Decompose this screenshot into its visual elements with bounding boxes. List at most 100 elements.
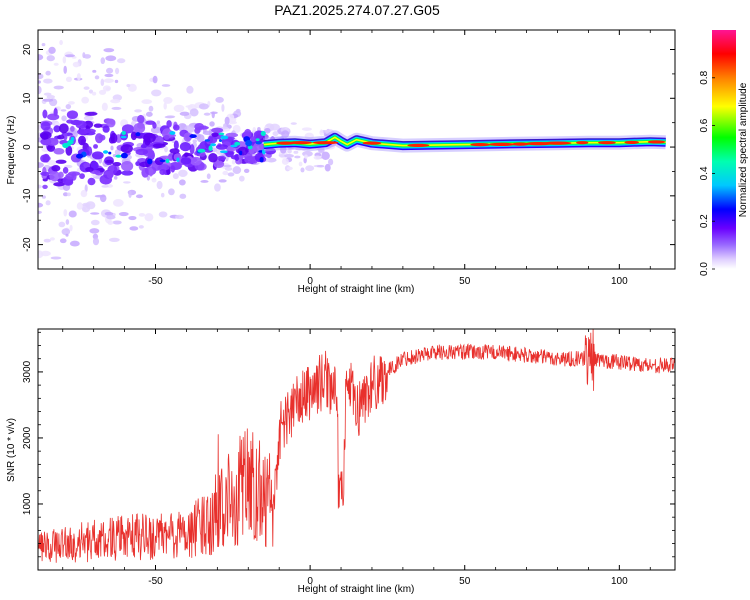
colorbar-tick-label: 0.0 bbox=[699, 262, 710, 276]
spectrogram-panel: -50 0 50 100 -20 -10 0 10 20 Height of straight… bbox=[6, 29, 676, 295]
track-hotspot bbox=[647, 140, 666, 144]
snr-y-label: SNR (10 * v/v) bbox=[6, 418, 17, 482]
noise-blob bbox=[324, 163, 331, 172]
signal-blob bbox=[106, 118, 116, 128]
noise-blob bbox=[222, 170, 229, 176]
noise-blob bbox=[160, 192, 165, 198]
signal-peak bbox=[218, 139, 223, 142]
signal-peak bbox=[255, 141, 262, 145]
signal-blob bbox=[46, 137, 59, 146]
signal-blob bbox=[99, 134, 106, 141]
noise-blob bbox=[163, 97, 173, 104]
noise-blob bbox=[43, 238, 51, 243]
noise-blob bbox=[111, 106, 122, 110]
noise-blob bbox=[303, 157, 307, 164]
noise-blob bbox=[65, 76, 73, 83]
signal-blob bbox=[112, 162, 122, 167]
signal-peak bbox=[255, 138, 260, 142]
signal-peak bbox=[204, 139, 211, 142]
y-tick-label: 3000 bbox=[22, 360, 33, 383]
signal-blob bbox=[66, 110, 79, 120]
signal-peak bbox=[169, 131, 176, 135]
spectrogram-y-label: Frequency (Hz) bbox=[6, 116, 17, 185]
x-tick-label: 100 bbox=[611, 576, 628, 587]
noise-blob bbox=[232, 166, 242, 174]
noise-blob bbox=[38, 210, 42, 214]
signal-blob bbox=[53, 182, 65, 187]
noise-blob bbox=[50, 256, 62, 260]
snr-y-ticks: 1000 2000 3000 bbox=[22, 331, 675, 558]
signal-blob bbox=[84, 111, 98, 116]
signal-blob bbox=[243, 128, 252, 139]
noise-blob bbox=[128, 190, 132, 198]
signal-blob bbox=[42, 109, 48, 119]
colorbar-label: Normalized spectral amplitude bbox=[738, 82, 749, 217]
noise-blob bbox=[45, 70, 51, 76]
noise-blob bbox=[210, 111, 218, 115]
colorbar-ticks: 0.0 0.2 0.4 0.6 0.8 bbox=[699, 70, 715, 276]
noise-blob bbox=[81, 96, 90, 104]
noise-blob bbox=[134, 109, 142, 113]
noise-blob bbox=[228, 120, 238, 125]
noise-blob bbox=[103, 48, 115, 53]
signal-blob bbox=[79, 173, 85, 179]
snr-series-line bbox=[38, 329, 675, 563]
signal-blob bbox=[166, 120, 172, 128]
y-tick-label: 10 bbox=[22, 92, 33, 104]
noise-blob bbox=[38, 85, 42, 95]
signal-blob bbox=[234, 153, 240, 162]
noise-blob bbox=[186, 85, 194, 94]
noise-blob bbox=[65, 103, 72, 110]
noise-blob bbox=[40, 250, 51, 257]
noise-blob bbox=[47, 160, 58, 166]
track-hotspot bbox=[276, 141, 295, 145]
signal-peak bbox=[260, 130, 266, 136]
signal-peak bbox=[121, 130, 126, 135]
noise-blob bbox=[146, 175, 150, 181]
noise-blob bbox=[90, 219, 100, 226]
colorbar: 0.0 0.2 0.4 0.6 0.8 Normalized spectral ampl… bbox=[699, 30, 749, 276]
signal-peak bbox=[220, 135, 229, 140]
signal-blob bbox=[65, 145, 73, 156]
spectrogram-y-ticks: -20 -10 0 10 20 bbox=[22, 44, 675, 270]
noise-blob bbox=[298, 161, 303, 167]
signal-blob bbox=[243, 152, 253, 161]
noise-blob bbox=[91, 173, 97, 177]
noise-blob bbox=[59, 40, 63, 46]
noise-blob bbox=[98, 89, 107, 95]
x-tick-label: 100 bbox=[611, 276, 628, 287]
track-edge bbox=[263, 133, 666, 143]
signal-peak bbox=[115, 154, 122, 158]
noise-blob bbox=[304, 154, 308, 159]
track-hotspot bbox=[362, 141, 382, 145]
signal-blob bbox=[63, 131, 68, 141]
spectrogram-x-ticks: -50 0 50 100 bbox=[62, 30, 651, 287]
colorbar-tick-label: 0.4 bbox=[699, 166, 710, 180]
noise-blob bbox=[68, 101, 75, 105]
signal-blob bbox=[183, 132, 192, 142]
noise-blob bbox=[43, 92, 52, 96]
noise-blob bbox=[49, 237, 55, 241]
noise-blob bbox=[92, 69, 97, 73]
noise-blob bbox=[59, 238, 67, 244]
noise-blob bbox=[205, 152, 209, 160]
signal-blob bbox=[211, 127, 224, 133]
figure-title: PAZ1.2025.274.07.27.G05 bbox=[274, 2, 440, 18]
colorbar-tick-label: 0.2 bbox=[699, 214, 710, 228]
signal-blob bbox=[83, 128, 96, 134]
spectrogram-x-label: Height of straight line (km) bbox=[298, 284, 415, 295]
signal-blob bbox=[93, 123, 103, 128]
snr-x-label: Height of straight line (km) bbox=[298, 584, 415, 595]
noise-blob bbox=[196, 134, 205, 143]
noise-blob bbox=[189, 108, 199, 117]
y-tick-label: -20 bbox=[22, 237, 33, 252]
signal-blob bbox=[93, 144, 98, 149]
noise-blob bbox=[110, 145, 114, 151]
signal-blob bbox=[148, 167, 154, 177]
noise-blob bbox=[301, 127, 313, 131]
noise-blob bbox=[145, 111, 153, 117]
signal-blob bbox=[42, 184, 48, 189]
signal-blob bbox=[169, 148, 180, 154]
noise-blob bbox=[38, 162, 44, 168]
noise-blob bbox=[100, 57, 106, 65]
